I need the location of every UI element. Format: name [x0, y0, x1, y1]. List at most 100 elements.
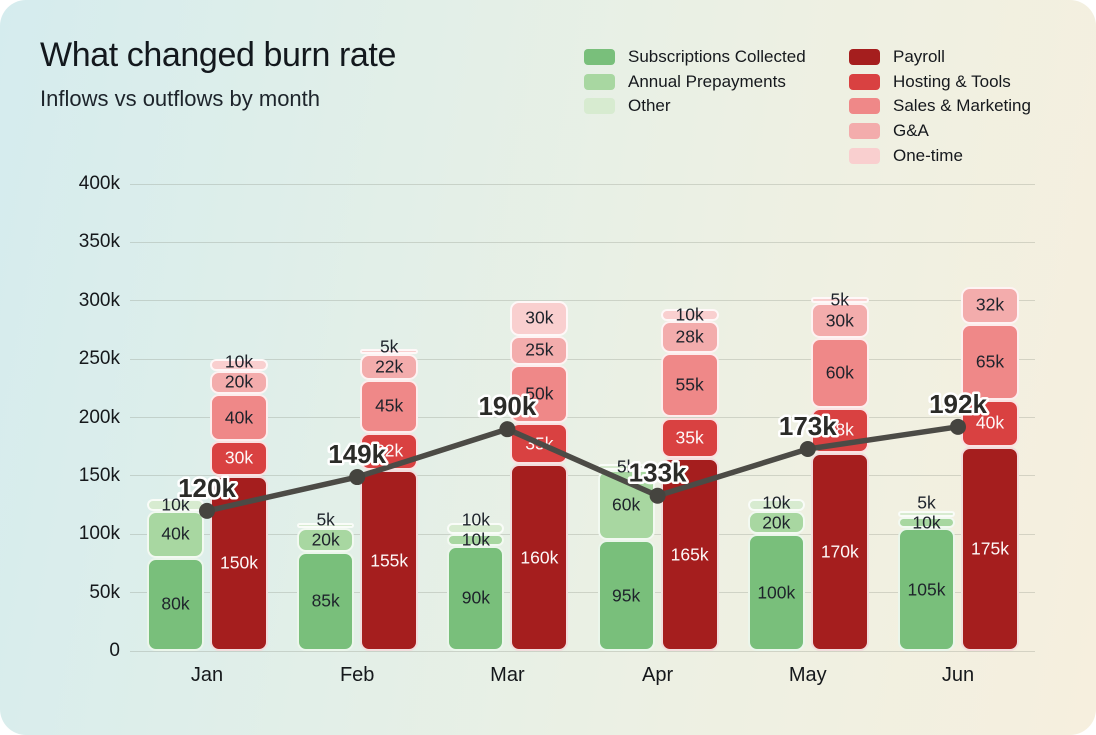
bar-segment-label: 32k — [975, 294, 1005, 315]
bar-segment-label: 35k — [525, 433, 554, 454]
bar-segment-label: 38k — [825, 419, 854, 440]
x-tick-label: Mar — [490, 664, 525, 686]
y-tick-label: 400k — [78, 173, 120, 194]
bar-segment-label: 10k — [461, 509, 490, 530]
bar-segment-label: 25k — [525, 339, 554, 360]
legend-item: G&A — [849, 119, 1031, 144]
inflow-bar-segment — [147, 557, 204, 651]
gridline — [130, 417, 1035, 418]
legend-label: Other — [628, 96, 671, 116]
bar-segment-label: 90k — [461, 587, 490, 608]
inflow-bar-segment — [297, 522, 355, 529]
bar-segment-label: 40k — [224, 407, 254, 427]
outflow-bar-segment — [510, 300, 569, 336]
legend-label: Hosting & Tools — [893, 71, 1011, 91]
inflow-bar-segment — [447, 545, 505, 651]
outflow-bar-segment — [660, 320, 719, 354]
bar-segment-label: 10k — [461, 529, 490, 550]
bar-segment-label: 85k — [311, 590, 340, 611]
legend-label: G&A — [893, 121, 929, 141]
legend-inflows: Subscriptions Collected Annual Prepayment… — [584, 45, 806, 119]
outflow-bar-segment — [961, 446, 1019, 651]
bar-segment-label: 5k — [316, 509, 335, 530]
bar-segment-label: 10k — [675, 304, 704, 325]
outflow-bar-segment — [510, 335, 569, 365]
inflow-bar-segment — [447, 522, 505, 535]
bar-segment-label: 100k — [757, 582, 796, 603]
y-tick-label: 150k — [78, 464, 120, 486]
legend-swatch-icon — [849, 147, 880, 164]
bar-segment-label: 35k — [675, 427, 704, 448]
bar-segment-label: 5k — [616, 456, 636, 477]
y-tick-label: 200k — [78, 406, 120, 428]
bar-segment-label: 30k — [224, 447, 254, 468]
legend-label: Sales & Marketing — [893, 96, 1031, 116]
inflow-bar-segment — [297, 551, 355, 651]
bar-segment-label: 60k — [825, 362, 854, 383]
bar-segment-label: 95k — [611, 585, 641, 606]
outflow-bar-segment — [510, 364, 569, 424]
inflow-bar-segment — [597, 540, 655, 651]
bar-segment-label: 45k — [375, 395, 404, 416]
gridline — [130, 533, 1035, 535]
legend-item: Sales & Marketing — [849, 94, 1031, 119]
bar-segment-label: 30k — [825, 310, 854, 331]
outflow-bar-segment — [660, 308, 719, 321]
bar-segment-label: 170k — [820, 541, 859, 562]
y-tick-label: 250k — [78, 348, 120, 370]
y-tick-label: 50k — [89, 581, 120, 603]
bar-segment-label: 22k — [375, 356, 404, 377]
legend-swatch-icon — [584, 49, 615, 66]
bar-segment-label: 55k — [675, 374, 704, 395]
x-tick-label: Apr — [642, 664, 674, 686]
gridline — [130, 183, 1035, 185]
y-tick-label: 300k — [78, 289, 120, 311]
outflow-bar-segment — [810, 297, 869, 304]
inflow-bar-segment — [898, 516, 955, 529]
bar-segment-label: 20k — [762, 512, 791, 533]
outflow-bar-segment — [810, 303, 869, 339]
outflow-bar-segment — [210, 359, 268, 371]
gridline — [130, 475, 1035, 477]
outflow-bar-segment — [810, 338, 869, 409]
bar-segment-label: 10k — [161, 494, 190, 515]
legend-item: Payroll — [849, 45, 1031, 70]
chart-subtitle: Inflows vs outflows by month — [40, 86, 321, 111]
bar-segment-label: 40k — [975, 412, 1005, 433]
legend-swatch-icon — [584, 73, 615, 90]
bar-segment-label: 165k — [670, 544, 709, 565]
bar-segment-label: 175k — [971, 538, 1009, 559]
legend-outflows: Payroll Hosting & Tools Sales & Marketing G… — [849, 45, 1031, 168]
bar-segment-label: 40k — [161, 523, 190, 544]
legend-item: Annual Prepayments — [584, 70, 806, 95]
y-tick-label: 350k — [78, 231, 120, 253]
outflow-bar-segment — [961, 286, 1019, 325]
chart-title: What changed burn rate — [40, 36, 396, 74]
bar-segment-label: 20k — [224, 371, 254, 392]
legend-label: Subscriptions Collected — [628, 47, 806, 67]
outflow-bar-segment — [961, 324, 1019, 400]
legend-item: Subscriptions Collected — [584, 45, 806, 70]
legend-item: Hosting & Tools — [849, 70, 1031, 95]
outflow-bar-segment — [660, 353, 719, 418]
gridline — [130, 650, 1035, 652]
inflow-bar-segment — [447, 534, 505, 546]
gridline — [130, 592, 1035, 594]
bar-segment-label: 60k — [611, 494, 641, 515]
bar-segment-label: 155k — [370, 550, 409, 571]
bar-segment-label: 65k — [975, 351, 1005, 372]
inflow-bar-segment — [297, 528, 355, 552]
outflow-bar-segment — [360, 354, 419, 381]
bar-segment-label: 10k — [224, 351, 254, 372]
legend-item: One-time — [849, 143, 1031, 168]
outflow-bar-segment — [961, 399, 1019, 447]
inflow-bar-segment — [898, 528, 955, 651]
x-tick-label: Feb — [339, 664, 375, 686]
legend-label: One-time — [893, 145, 963, 165]
bar-segment-label: 5k — [917, 492, 936, 513]
x-tick-label: Jun — [941, 664, 975, 686]
bar-segment-label: 80k — [161, 593, 190, 614]
x-tick-label: Jan — [190, 664, 224, 686]
y-tick-label: 0 — [109, 640, 120, 661]
